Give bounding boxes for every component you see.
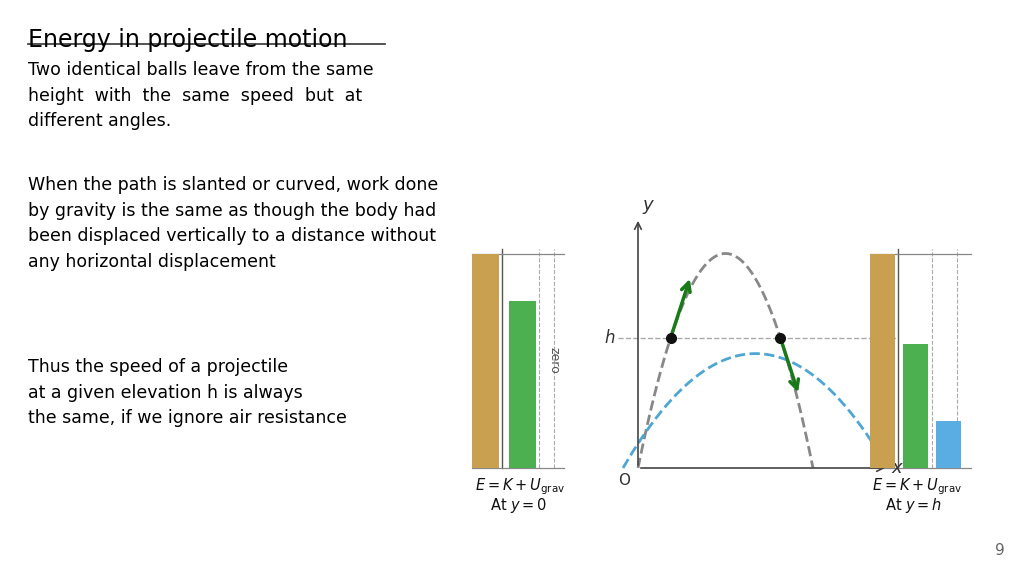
- Text: x: x: [891, 459, 901, 477]
- Text: Energy in projectile motion: Energy in projectile motion: [28, 28, 347, 52]
- Text: h: h: [604, 329, 615, 347]
- Text: Two identical balls leave from the same
height  with  the  same  speed  but  at
: Two identical balls leave from the same …: [28, 61, 374, 130]
- Bar: [903, 344, 928, 468]
- Text: When the path is slanted or curved, work done
by gravity is the same as though t: When the path is slanted or curved, work…: [28, 176, 438, 271]
- Text: At $y = 0$: At $y = 0$: [490, 496, 548, 515]
- Text: y: y: [642, 196, 652, 214]
- Text: 9: 9: [995, 543, 1005, 558]
- Text: O: O: [618, 473, 630, 488]
- Text: $E = K + U_\mathrm{grav}$: $E = K + U_\mathrm{grav}$: [872, 476, 963, 497]
- Bar: [936, 421, 961, 468]
- Text: zero: zero: [548, 347, 560, 374]
- Text: At $y = h$: At $y = h$: [885, 496, 942, 515]
- Text: $E = K + U_\mathrm{grav}$: $E = K + U_\mathrm{grav}$: [475, 476, 565, 497]
- Bar: [509, 301, 536, 468]
- Bar: [870, 253, 895, 468]
- Bar: [472, 253, 499, 468]
- Text: Thus the speed of a projectile
at a given elevation h is always
the same, if we : Thus the speed of a projectile at a give…: [28, 358, 347, 427]
